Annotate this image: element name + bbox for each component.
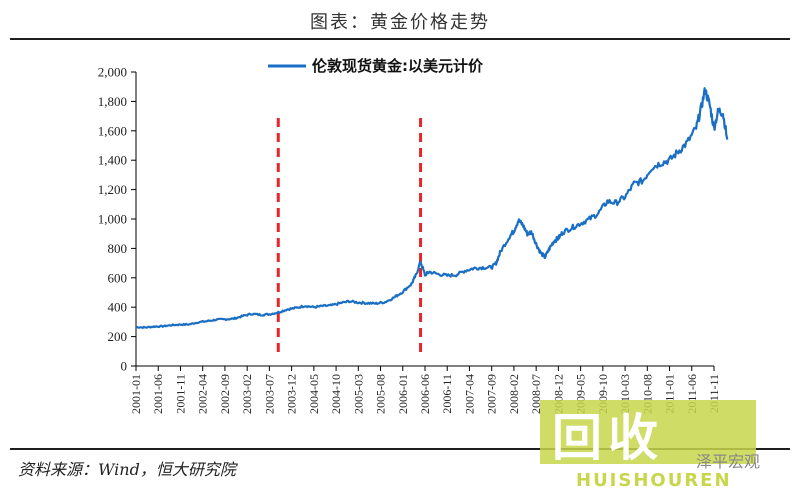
y-tick-label: 1,600 — [98, 123, 127, 138]
x-tick-label: 2007-04 — [462, 374, 476, 414]
y-tick-label: 800 — [108, 241, 128, 256]
x-tick-label: 2006-06 — [418, 374, 432, 414]
source-rule — [10, 448, 790, 450]
legend: 伦敦现货黄金:以美元计价 — [268, 57, 484, 75]
y-tick-label: 1,000 — [98, 212, 127, 227]
x-tick-label: 2001-06 — [151, 374, 165, 414]
x-tick-label: 2008-07 — [529, 374, 543, 414]
series-layer — [135, 87, 729, 329]
x-tick-label: 2004-05 — [307, 374, 321, 414]
x-tick-label: 2005-03 — [351, 374, 365, 414]
y-tick-label: 2,000 — [98, 65, 127, 80]
x-tick-label: 2007-09 — [485, 374, 499, 414]
page-title: 图表：黄金价格走势 — [310, 12, 490, 33]
title-rule — [10, 38, 790, 40]
legend-label: 伦敦现货黄金:以美元计价 — [312, 57, 484, 75]
x-tick-label: 2003-02 — [240, 374, 254, 414]
x-tick-label: 2001-11 — [173, 374, 187, 414]
x-tick-label: 2008-02 — [507, 374, 521, 414]
watermark-subtitle: HUISHOUREN — [576, 470, 732, 491]
x-tick-label: 2003-07 — [262, 374, 276, 414]
series-line — [135, 87, 729, 329]
x-tick-label: 2003-12 — [285, 374, 299, 414]
y-axis-ticks: 0 200 400 600 800 1,000 1,200 1,400 1,600 1,800 2,… — [98, 65, 136, 374]
axes — [135, 72, 714, 367]
y-tick-label: 200 — [108, 329, 128, 344]
x-tick-label: 2005-08 — [374, 374, 388, 414]
y-tick-label: 400 — [108, 300, 128, 315]
x-tick-label: 2002-04 — [196, 374, 210, 414]
watermark-brand: 泽平宏观 — [696, 452, 761, 471]
x-tick-label: 2001-01 — [129, 374, 143, 414]
x-tick-label: 2004-10 — [329, 374, 343, 414]
watermark-logo-text: 回收 — [552, 409, 664, 467]
source-note: 资料来源：Wind，恒大研究院 — [18, 460, 236, 479]
watermark: 回收 泽平宏观 HUISHOUREN — [540, 388, 790, 496]
y-tick-label: 1,800 — [98, 94, 127, 109]
x-tick-label: 2006-01 — [396, 374, 410, 414]
y-tick-label: 1,200 — [98, 182, 127, 197]
x-tick-label: 2006-11 — [440, 374, 454, 414]
event-markers — [276, 118, 423, 354]
x-tick-label: 2002-09 — [218, 374, 232, 414]
y-tick-label: 600 — [108, 270, 128, 285]
y-tick-label: 1,400 — [98, 153, 127, 168]
y-tick-label: 0 — [121, 359, 128, 374]
watermark-box — [540, 400, 756, 464]
